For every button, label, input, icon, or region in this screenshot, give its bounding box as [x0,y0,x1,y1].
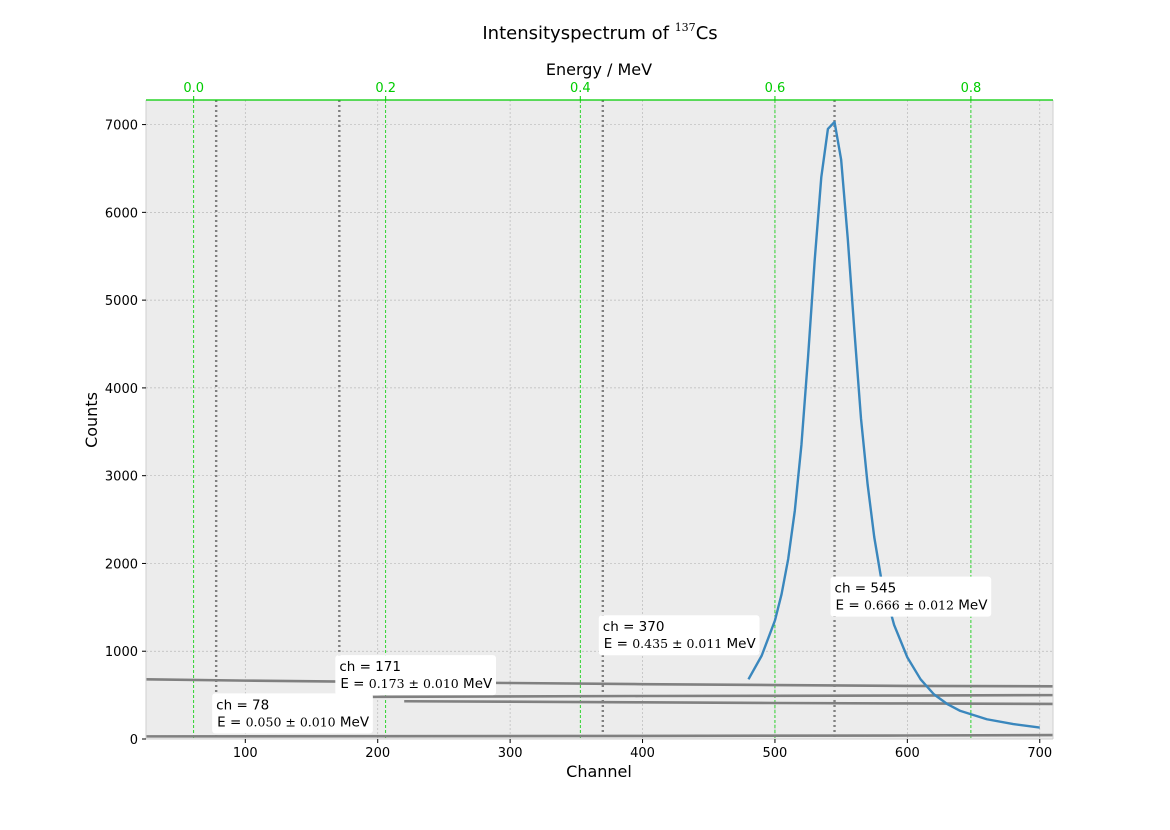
marker-lines [214,100,836,739]
chart-title: Intensityspectrum of 137Cs [482,21,717,44]
x-axis-label: Channel [566,762,632,781]
energy-axis-label: Energy / MeV [546,60,652,79]
annotation-energy: E = 0.435 ± 0.011 MeV [604,636,757,652]
histogram-series [145,678,1054,738]
annotation-channel: ch = 545 [835,581,897,597]
chart-title-suffix: Cs [696,23,718,44]
annotation-energy-value: 0.666 ± 0.012 [864,598,954,613]
fit-curve [747,120,1040,729]
x-tick-label: 100 [233,746,258,761]
y-tick-label: 7000 [105,119,138,134]
annotation-energy-value: 0.050 ± 0.010 [246,714,336,729]
marker-annotation: ch = 78E = 0.050 ± 0.010 MeV [212,693,373,734]
annotation-energy: E = 0.050 ± 0.010 MeV [217,714,370,730]
histogram-line [324,693,1054,699]
y-tick-label: 5000 [105,294,138,309]
x-tick-label: 500 [763,746,788,761]
annotation-box [598,615,760,656]
annotation-channel: ch = 78 [216,697,269,713]
annotation-energy-prefix: E = [604,636,632,652]
chart-title-superscript: 137 [675,21,696,34]
annotation-energy-prefix: E = [217,714,245,730]
fit-series [747,120,1040,729]
annotation-energy-unit: MeV [954,598,988,614]
x-tick-label: 700 [1027,746,1052,761]
histogram-line [145,678,1054,688]
energy-grid-lines [193,100,972,739]
x-tick-label: 200 [365,746,390,761]
x-tick-label: 400 [630,746,655,761]
x-tick-label: 300 [498,746,523,761]
y-tick-label: 0 [130,733,138,748]
histogram-line [145,733,1054,738]
y-tick-label: 4000 [105,382,138,397]
energy-tick-label: 0.2 [375,81,396,96]
annotation-energy-prefix: E = [340,676,368,692]
annotation-energy: E = 0.173 ± 0.010 MeV [340,676,493,692]
y-tick-label: 1000 [105,645,138,660]
y-tick-label: 3000 [105,470,138,485]
annotation-energy-unit: MeV [336,714,370,730]
axes-frame [145,99,1054,740]
annotation-energy-unit: MeV [722,636,756,652]
annotation-energy-prefix: E = [836,598,864,614]
annotation-box [830,576,992,617]
annotation-box [335,655,496,696]
annotation-energy: E = 0.666 ± 0.012 MeV [836,598,989,614]
y-tick-label: 6000 [105,206,138,221]
histogram-line [404,699,1054,706]
annotation-energy-value: 0.435 ± 0.011 [632,636,722,651]
chart-title-prefix: Intensityspectrum of [482,23,674,44]
annotation-channel: ch = 370 [603,619,665,635]
energy-tick-label: 0.8 [961,81,982,96]
annotation-energy-unit: MeV [459,676,493,692]
energy-tick-label: 0.6 [765,81,786,96]
energy-tick-label: 0.0 [183,81,204,96]
energy-tick-label: 0.4 [570,81,591,96]
annotation-energy-value: 0.173 ± 0.010 [369,676,459,691]
annotation-box [212,693,373,734]
y-axis-label: Counts [82,392,101,448]
annotation-channel: ch = 171 [339,659,401,675]
y-tick-label: 2000 [105,557,138,572]
axis-ticks: 100 200 300 400 500 600 7000100020003000400050… [105,81,1052,761]
x-tick-label: 600 [895,746,920,761]
